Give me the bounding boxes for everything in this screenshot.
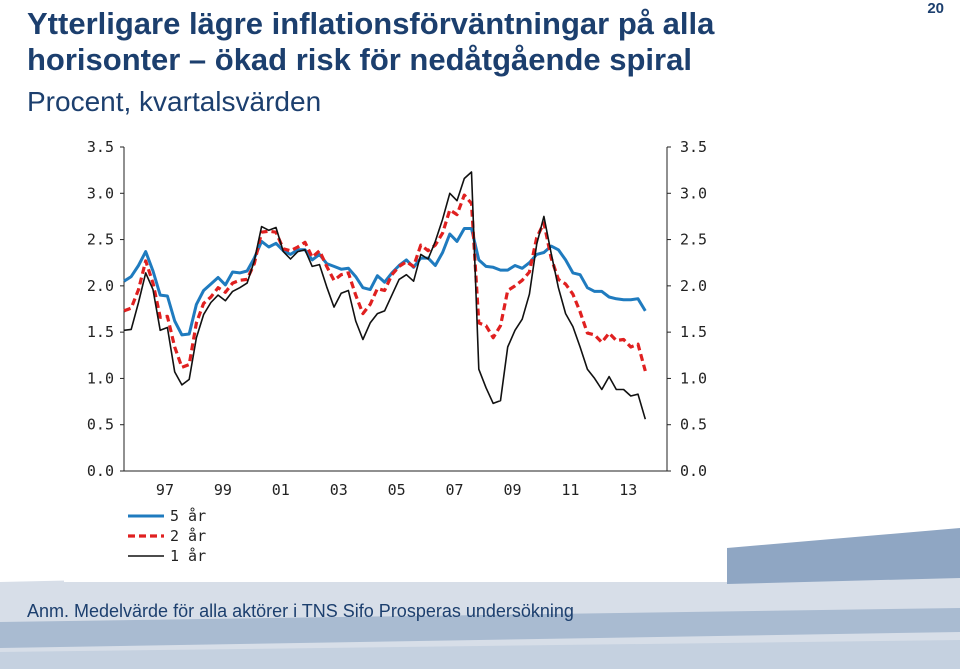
y-tick-label-right: 0.5 — [680, 416, 707, 434]
band-mid — [0, 608, 960, 648]
y-tick-label-left: 1.0 — [87, 369, 114, 387]
y-tick-label-right: 3.0 — [680, 184, 707, 202]
y-tick-label-left: 2.0 — [87, 277, 114, 295]
legend-label-2: 2 år — [170, 527, 206, 545]
axes: 0.0 0.0 0.5 0.5 1.0 1.0 1.5 1.5 2.0 2.0 2.5 2.5 3.0 3… — [87, 138, 707, 499]
x-tick-label: 05 — [388, 481, 406, 499]
series-line-2 — [123, 193, 647, 372]
y-tick-label-right: 0.0 — [680, 462, 707, 480]
x-tick-label: 01 — [272, 481, 290, 499]
slide-title: Ytterligare lägre inflationsförväntninga… — [27, 6, 715, 77]
legend: 5 år 2 år 1 år — [128, 507, 206, 565]
x-tick-label: 03 — [330, 481, 348, 499]
series-line-1 — [123, 227, 647, 337]
page-number: 20 — [927, 0, 944, 17]
y-tick-label-left: 3.5 — [87, 138, 114, 156]
x-tick-label: 97 — [156, 481, 174, 499]
y-tick-label-left: 0.0 — [87, 462, 114, 480]
band-bottom — [0, 640, 960, 669]
series-line-3 — [123, 171, 647, 420]
legend-label-3: 1 år — [170, 547, 206, 565]
y-tick-label-right: 1.0 — [680, 369, 707, 387]
y-tick-label-left: 2.5 — [87, 231, 114, 249]
x-tick-label: 99 — [214, 481, 232, 499]
x-tick-label: 07 — [446, 481, 464, 499]
slide-subtitle: Procent, kvartalsvärden — [27, 86, 322, 117]
decorative-bands — [0, 135, 960, 669]
legend-label-1: 5 år — [170, 507, 206, 525]
y-tick-label-left: 1.5 — [87, 323, 114, 341]
x-tick-label: 09 — [503, 481, 521, 499]
footnote: Anm. Medelvärde för alla aktörer i TNS S… — [27, 601, 574, 621]
series-layer — [123, 171, 647, 420]
x-tick-label: 13 — [619, 481, 637, 499]
y-tick-label-right: 3.5 — [680, 138, 707, 156]
band-dark-right — [727, 528, 960, 584]
x-tick-label: 11 — [561, 481, 579, 499]
y-tick-label-right: 2.5 — [680, 231, 707, 249]
y-tick-label-right: 1.5 — [680, 323, 707, 341]
y-tick-label-right: 2.0 — [680, 277, 707, 295]
y-tick-label-left: 3.0 — [87, 184, 114, 202]
chart-panel — [64, 135, 727, 582]
y-tick-label-left: 0.5 — [87, 416, 114, 434]
